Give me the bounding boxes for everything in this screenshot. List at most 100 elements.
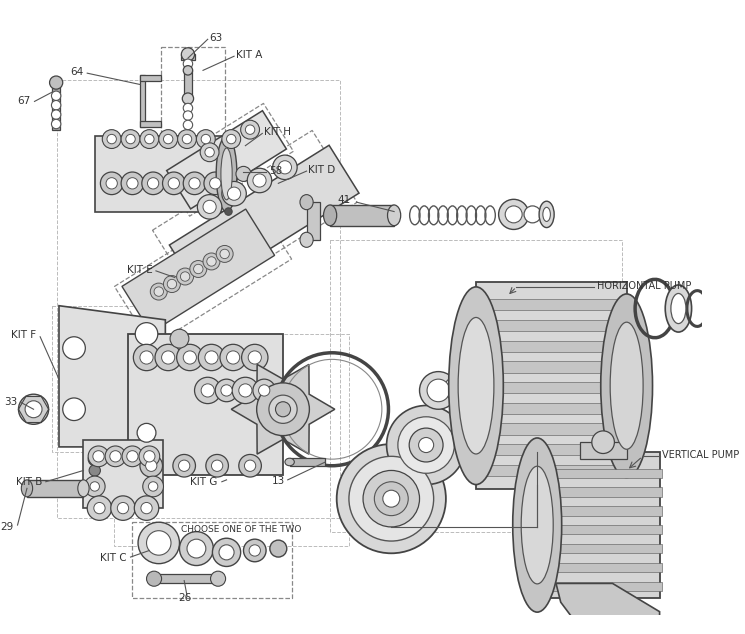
Circle shape xyxy=(219,545,234,560)
Circle shape xyxy=(225,208,232,216)
Circle shape xyxy=(50,76,63,89)
Circle shape xyxy=(189,178,200,189)
Circle shape xyxy=(137,424,156,442)
Circle shape xyxy=(19,394,48,424)
Circle shape xyxy=(25,401,42,418)
Circle shape xyxy=(222,181,247,206)
Circle shape xyxy=(63,398,86,420)
Circle shape xyxy=(220,249,229,259)
Circle shape xyxy=(205,351,218,364)
Circle shape xyxy=(180,532,213,566)
Circle shape xyxy=(126,134,136,144)
Circle shape xyxy=(183,134,191,144)
Circle shape xyxy=(249,545,261,556)
Bar xyxy=(534,563,662,572)
Circle shape xyxy=(167,280,177,288)
Circle shape xyxy=(147,531,171,555)
Circle shape xyxy=(212,538,241,566)
Bar xyxy=(330,240,622,532)
Circle shape xyxy=(253,174,266,187)
Circle shape xyxy=(444,377,466,400)
Circle shape xyxy=(201,384,215,397)
Circle shape xyxy=(87,496,112,521)
Circle shape xyxy=(180,272,190,281)
Circle shape xyxy=(63,337,86,359)
Circle shape xyxy=(383,490,400,507)
Circle shape xyxy=(140,455,162,477)
Circle shape xyxy=(138,522,180,564)
Ellipse shape xyxy=(600,294,653,477)
Circle shape xyxy=(206,455,229,477)
Circle shape xyxy=(142,172,165,195)
Circle shape xyxy=(247,168,272,193)
Circle shape xyxy=(159,130,177,148)
Ellipse shape xyxy=(387,205,401,226)
Circle shape xyxy=(183,103,193,113)
Text: VERTICAL PUMP: VERTICAL PUMP xyxy=(662,450,740,460)
Text: KIT A: KIT A xyxy=(236,50,262,60)
Circle shape xyxy=(409,428,443,462)
Circle shape xyxy=(121,172,144,195)
Circle shape xyxy=(257,383,309,436)
Circle shape xyxy=(198,344,225,371)
Text: KIT D: KIT D xyxy=(308,165,336,175)
Bar xyxy=(534,469,662,478)
Bar xyxy=(534,506,662,515)
Circle shape xyxy=(127,178,138,189)
Circle shape xyxy=(101,172,123,195)
Bar xyxy=(580,442,627,459)
Circle shape xyxy=(106,178,118,189)
Circle shape xyxy=(89,465,101,476)
Polygon shape xyxy=(169,145,359,293)
Circle shape xyxy=(154,287,163,296)
Ellipse shape xyxy=(448,287,504,484)
Ellipse shape xyxy=(216,136,237,212)
Circle shape xyxy=(107,134,116,144)
Circle shape xyxy=(216,245,233,262)
Circle shape xyxy=(144,451,155,462)
Circle shape xyxy=(226,351,240,364)
Circle shape xyxy=(177,344,203,371)
Polygon shape xyxy=(556,583,659,634)
Text: KIT B: KIT B xyxy=(16,477,42,487)
Bar xyxy=(534,544,662,553)
Circle shape xyxy=(139,446,159,467)
Circle shape xyxy=(259,385,270,396)
Bar xyxy=(140,75,145,127)
Circle shape xyxy=(163,134,173,144)
Circle shape xyxy=(635,621,669,634)
Circle shape xyxy=(276,402,291,417)
Circle shape xyxy=(270,540,287,557)
Polygon shape xyxy=(167,111,286,209)
Polygon shape xyxy=(122,209,275,333)
Text: 64: 64 xyxy=(70,67,83,77)
Circle shape xyxy=(51,91,61,100)
Circle shape xyxy=(183,120,193,130)
Circle shape xyxy=(279,161,291,174)
Circle shape xyxy=(181,48,194,61)
Circle shape xyxy=(183,172,206,195)
Bar xyxy=(140,121,161,127)
Circle shape xyxy=(143,476,163,497)
Circle shape xyxy=(204,172,226,195)
Bar xyxy=(473,444,630,455)
Circle shape xyxy=(197,195,222,219)
Text: 33: 33 xyxy=(4,397,18,407)
Ellipse shape xyxy=(22,480,33,497)
Text: 67: 67 xyxy=(17,96,31,107)
Circle shape xyxy=(253,379,276,402)
Circle shape xyxy=(363,470,419,527)
Circle shape xyxy=(337,444,446,553)
Circle shape xyxy=(179,460,190,472)
Circle shape xyxy=(140,351,153,364)
Bar xyxy=(306,202,320,240)
Bar xyxy=(473,382,630,393)
Bar xyxy=(52,82,60,130)
Circle shape xyxy=(141,503,152,514)
Circle shape xyxy=(398,417,454,473)
Circle shape xyxy=(239,384,252,397)
Circle shape xyxy=(209,178,221,189)
Ellipse shape xyxy=(77,480,89,497)
Text: 63: 63 xyxy=(209,34,223,43)
Circle shape xyxy=(419,437,434,453)
